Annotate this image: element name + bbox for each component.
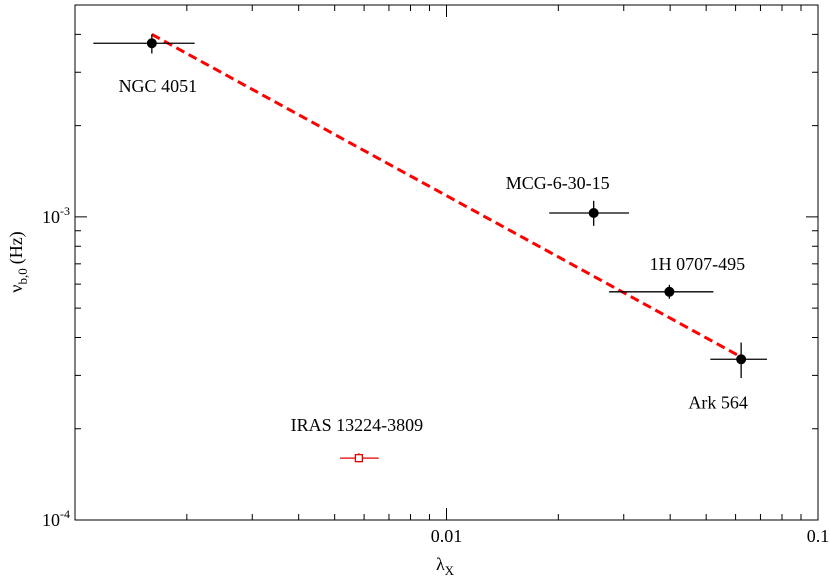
x-tick-label: 0.01 bbox=[431, 526, 463, 546]
y-label-unit: (Hz) bbox=[6, 231, 27, 264]
point bbox=[664, 286, 675, 297]
point bbox=[588, 207, 599, 218]
x-label-sub: X bbox=[445, 563, 455, 577]
point-label: Ark 564 bbox=[688, 392, 748, 412]
y-tick-base: 10 bbox=[42, 510, 60, 530]
y-tick-base: 10 bbox=[42, 207, 60, 227]
point-label: MCG-6-30-15 bbox=[506, 173, 610, 193]
x-axis-label: λX bbox=[436, 554, 455, 577]
y-tick-label: 10-4 bbox=[42, 507, 70, 530]
point-label: IRAS 13224-3809 bbox=[291, 415, 424, 435]
point bbox=[146, 38, 157, 49]
y-axis-label: νb,0 (Hz) bbox=[6, 231, 30, 292]
y-tick-exponent: -3 bbox=[60, 204, 70, 218]
y-label-sub: b,0 bbox=[15, 268, 30, 284]
point bbox=[736, 354, 747, 365]
y-label-symbol: ν bbox=[6, 285, 26, 293]
fit-line bbox=[151, 33, 742, 359]
point-label: NGC 4051 bbox=[119, 76, 198, 96]
point bbox=[354, 453, 364, 463]
point-label: 1H 0707-495 bbox=[650, 254, 746, 274]
x-label-symbol: λ bbox=[436, 554, 445, 574]
x-tick-label: 0.1 bbox=[807, 526, 830, 546]
y-tick-exponent: -4 bbox=[60, 507, 70, 521]
y-tick-label: 10-3 bbox=[42, 204, 70, 227]
